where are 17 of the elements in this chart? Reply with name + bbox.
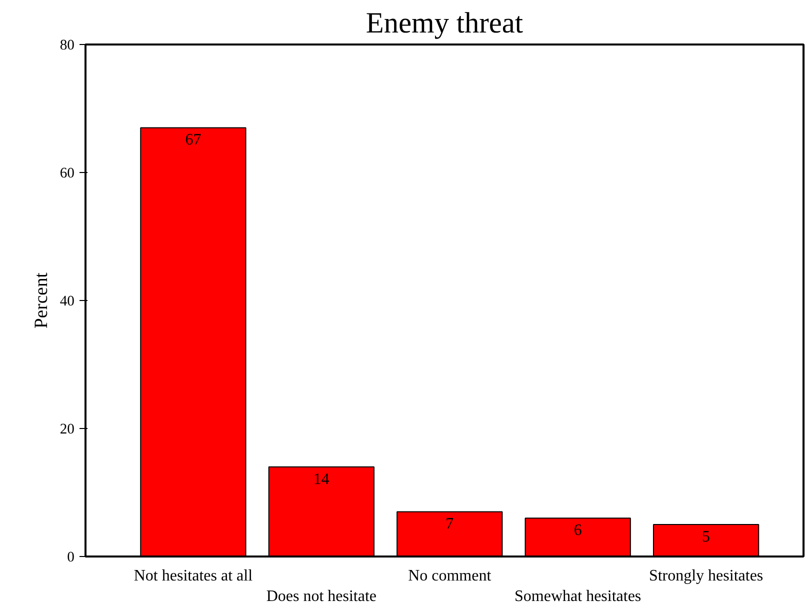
data-label: 7	[446, 516, 454, 533]
y-tick-label: 40	[60, 294, 74, 310]
y-tick-label: 20	[60, 422, 74, 438]
x-tick-label: No comment	[408, 568, 492, 584]
data-label: 14	[313, 470, 330, 488]
x-tick-label: Somewhat hesitates	[514, 588, 642, 605]
data-label: 5	[702, 528, 710, 546]
y-tick-label: 0	[67, 550, 74, 566]
data-label: 67	[185, 132, 202, 149]
y-tick-label: 60	[60, 166, 74, 182]
x-tick-label: Strongly hesitates	[648, 568, 764, 584]
x-tick-label: Does not hesitate	[266, 588, 377, 605]
y-tick-label: 80	[60, 38, 74, 54]
data-label: 6	[574, 522, 582, 540]
y-axis-title: Percent	[30, 272, 52, 328]
chart-title: Enemy threat	[366, 8, 524, 40]
x-tick-label: Not hesitates at all	[134, 568, 254, 584]
